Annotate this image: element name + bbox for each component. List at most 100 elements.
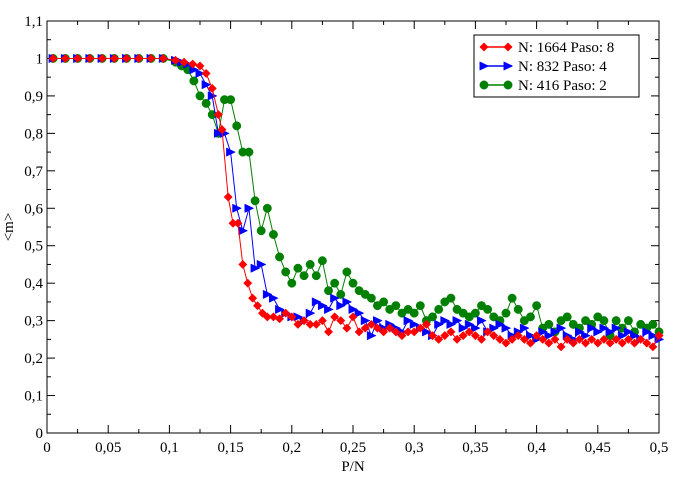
data-point	[323, 327, 334, 337]
data-point	[648, 342, 658, 352]
x-tick-label: 0,1	[160, 440, 179, 456]
data-point	[415, 301, 425, 311]
data-point	[581, 331, 591, 341]
data-point	[336, 316, 346, 326]
data-point	[599, 323, 610, 333]
data-point	[330, 278, 340, 288]
data-point	[201, 80, 212, 90]
data-point	[501, 323, 512, 333]
data-point	[391, 301, 401, 311]
data-point	[287, 312, 297, 322]
data-point	[507, 334, 517, 344]
data-point	[189, 76, 199, 86]
data-point	[403, 327, 413, 337]
x-tick-label: 0,2	[282, 440, 301, 456]
data-point	[195, 91, 205, 101]
data-point	[248, 293, 258, 303]
data-point	[477, 316, 487, 326]
data-point	[568, 338, 578, 348]
data-point	[525, 338, 536, 348]
data-point	[611, 334, 621, 344]
x-tick-label: 0	[43, 440, 51, 456]
data-point	[648, 319, 658, 329]
data-point	[440, 316, 451, 326]
data-point	[360, 323, 370, 333]
data-point	[324, 286, 333, 296]
data-point	[232, 121, 242, 131]
data-point	[458, 323, 469, 333]
data-point	[244, 147, 254, 157]
data-point	[262, 312, 272, 322]
data-point	[281, 308, 291, 318]
y-tick-label: 0,8	[24, 126, 43, 142]
data-point	[440, 331, 450, 341]
data-point	[342, 323, 352, 333]
legend-marker	[479, 42, 489, 52]
data-point	[648, 331, 659, 341]
data-point	[397, 331, 407, 341]
data-point	[275, 304, 285, 314]
x-tick-label: 0,15	[217, 440, 243, 456]
data-point	[195, 61, 205, 71]
data-point	[519, 334, 529, 344]
data-point	[238, 259, 248, 270]
data-point	[458, 331, 468, 341]
data-point	[434, 319, 444, 329]
data-point	[538, 334, 548, 344]
data-point	[409, 327, 419, 337]
legend-marker	[503, 80, 513, 90]
data-point	[550, 327, 561, 337]
data-point	[587, 323, 597, 333]
legend-item: N: 416 Paso: 2	[479, 78, 607, 94]
data-point	[372, 323, 383, 333]
data-point	[379, 297, 389, 307]
data-point	[556, 323, 567, 333]
x-axis-label: P/N	[341, 459, 365, 475]
data-point	[311, 271, 321, 281]
series-group	[48, 53, 665, 352]
data-point	[415, 323, 425, 333]
data-point	[421, 319, 431, 329]
data-point	[489, 323, 500, 333]
data-point	[636, 334, 646, 344]
data-point	[330, 312, 340, 322]
data-point	[581, 338, 591, 348]
data-point	[544, 319, 554, 329]
x-tick-label: 0,4	[527, 440, 546, 456]
data-point	[544, 338, 554, 348]
legend-marker	[479, 80, 489, 90]
data-point	[73, 53, 83, 64]
data-point	[317, 316, 327, 326]
data-point	[642, 327, 653, 337]
data-point	[317, 301, 328, 311]
data-point	[170, 55, 181, 65]
legend-label: N: 832 Paso: 4	[518, 59, 607, 75]
legend-marker	[503, 42, 513, 52]
y-tick-label: 0,5	[24, 239, 43, 255]
legend-label: N: 1664 Paso: 8	[518, 40, 614, 56]
data-point	[587, 334, 597, 344]
data-point	[134, 53, 144, 64]
data-point	[532, 331, 542, 341]
data-point	[476, 334, 487, 344]
data-point	[158, 53, 168, 64]
data-point	[250, 263, 261, 273]
data-point	[268, 293, 279, 303]
y-tick-label: 0	[36, 426, 44, 442]
legend-label: N: 416 Paso: 2	[518, 78, 607, 94]
data-point	[489, 331, 499, 341]
data-point	[268, 230, 278, 239]
data-point	[470, 308, 480, 318]
data-point	[446, 293, 456, 303]
data-point	[526, 331, 536, 341]
data-point	[366, 319, 376, 329]
data-point	[513, 304, 523, 314]
data-point	[654, 331, 664, 341]
data-point	[434, 334, 444, 344]
legend-item: N: 1664 Paso: 8	[479, 40, 614, 56]
data-point	[48, 53, 58, 64]
data-point	[593, 338, 603, 348]
data-point	[385, 323, 395, 333]
data-point	[421, 327, 432, 337]
